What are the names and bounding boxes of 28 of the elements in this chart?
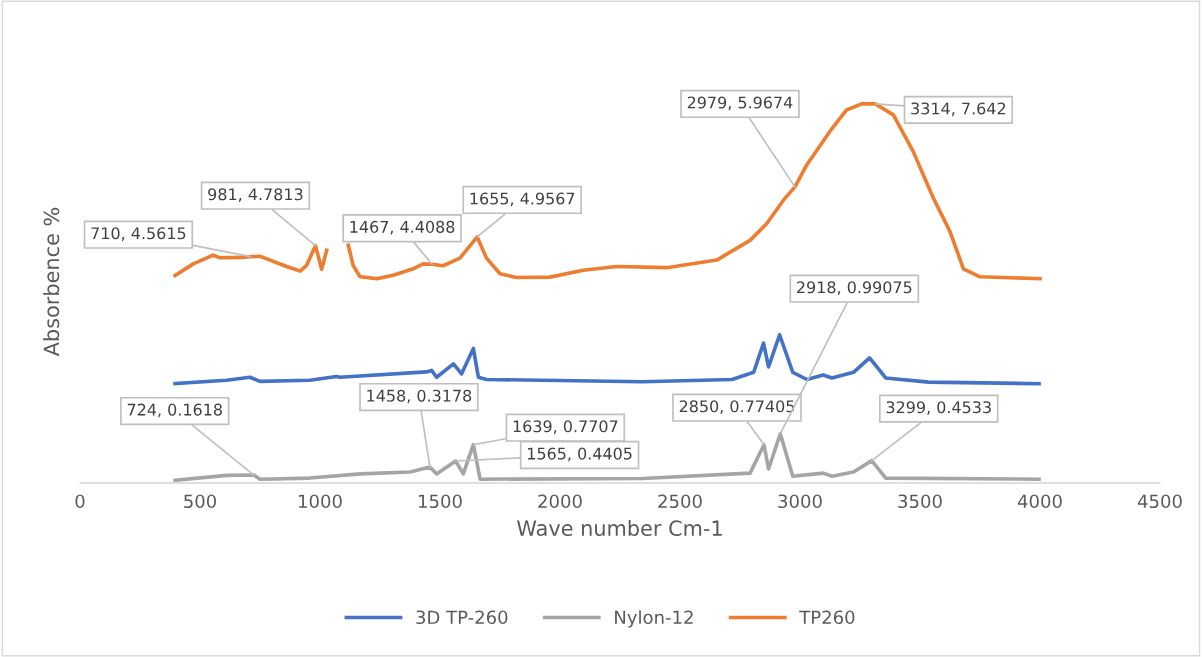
annotation: 1458, 0.3178 [367,389,472,404]
annotation: 2850, 0.77405 [679,400,795,414]
x-tick-label: 4000 [1017,494,1062,509]
annotation: 981, 4.7813 [208,188,303,202]
x-tick-label: 2000 [538,494,582,509]
annotation: 1467, 4.4088 [350,220,455,235]
annotation: 3314, 7.642 [911,102,1006,117]
annotation: 2979, 5.9674 [687,96,793,111]
x-tick-label: 4500 [1137,494,1182,509]
annotation: 710, 4.5615 [91,227,186,241]
annotation: 1655, 4.9567 [470,192,575,207]
legend-label: TP260 [799,610,855,625]
x-tick-label: 1000 [299,494,342,509]
x-tick-label: 0 [75,494,85,509]
annotation: 1639, 0.7707 [513,420,618,434]
y-axis-title: Absorbence % [43,207,60,357]
x-tick-label: 3000 [778,494,822,509]
annotation: 2918, 0.99075 [797,281,912,295]
x-tick-label: 1500 [419,494,462,509]
annotation: 724, 0.1618 [127,403,222,418]
x-tick-label: 500 [184,494,217,509]
x-axis-title: Wave number Cm-1 [517,519,722,537]
x-tick-label: 3500 [898,494,942,509]
legend-label: Nylon-12 [615,610,693,628]
annotation: 3299, 0.4533 [886,401,991,415]
x-tick-label: 2500 [658,494,702,509]
annotation: 1565, 0.4405 [528,447,632,462]
legend-label: 3D TP-260 [416,610,508,625]
